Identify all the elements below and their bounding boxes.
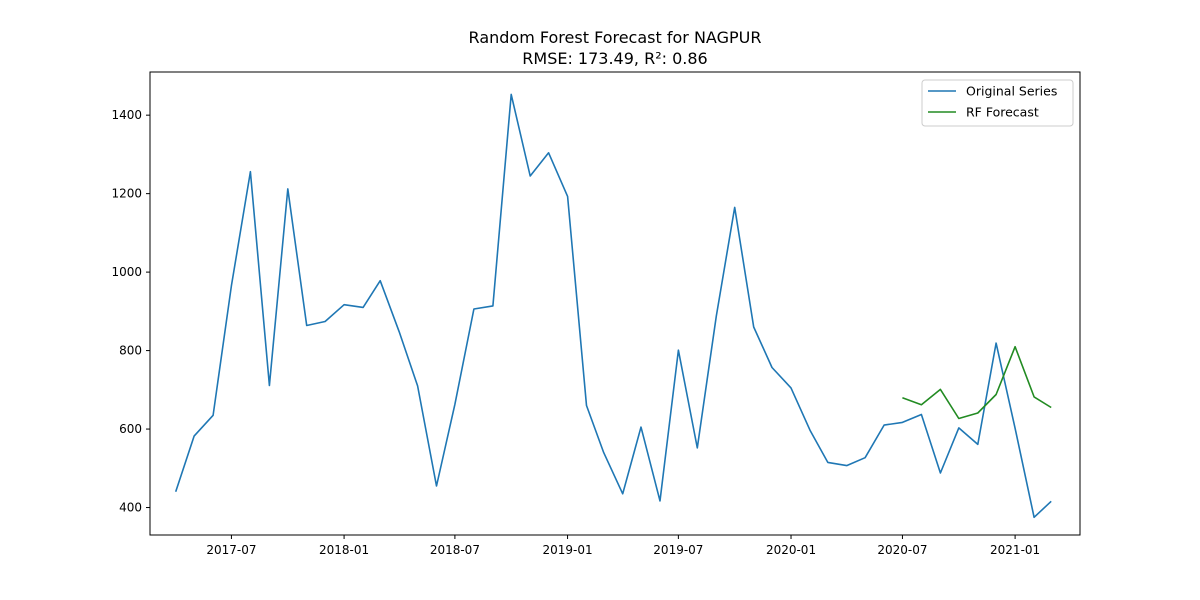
chart-title: Random Forest Forecast for NAGPUR [469, 28, 762, 47]
y-tick-label: 400 [119, 501, 142, 515]
y-axis: 400 600 800 1000 1200 1400 [111, 108, 150, 515]
x-tick-label: 2019-07 [653, 543, 703, 557]
x-tick-label: 2019-01 [542, 543, 592, 557]
x-axis: 2017-07 2018-01 2018-07 2019-01 2019-07 2020-… [206, 535, 1040, 557]
x-tick-label: 2020-01 [766, 543, 816, 557]
plot-lines [174, 93, 1052, 519]
series-line-0 [174, 93, 1052, 519]
series-line-1 [902, 345, 1052, 420]
y-tick-label: 800 [119, 344, 142, 358]
x-tick-label: 2021-01 [990, 543, 1040, 557]
plot-frame [149, 71, 1081, 536]
y-tick-label: 1200 [111, 187, 142, 201]
x-tick-label: 2020-07 [877, 543, 927, 557]
y-tick-label: 600 [119, 422, 142, 436]
chart-subtitle: RMSE: 173.49, R²: 0.86 [522, 49, 707, 68]
legend-label: Original Series [966, 84, 1057, 99]
legend-label: RF Forecast [966, 105, 1039, 120]
legend-box [921, 79, 1074, 127]
x-tick-label: 2018-01 [319, 543, 369, 557]
legend: Original Series RF Forecast [921, 79, 1074, 127]
x-tick-label: 2018-07 [430, 543, 480, 557]
y-tick-label: 1000 [111, 265, 142, 279]
y-tick-label: 1400 [111, 108, 142, 122]
x-tick-label: 2017-07 [206, 543, 256, 557]
